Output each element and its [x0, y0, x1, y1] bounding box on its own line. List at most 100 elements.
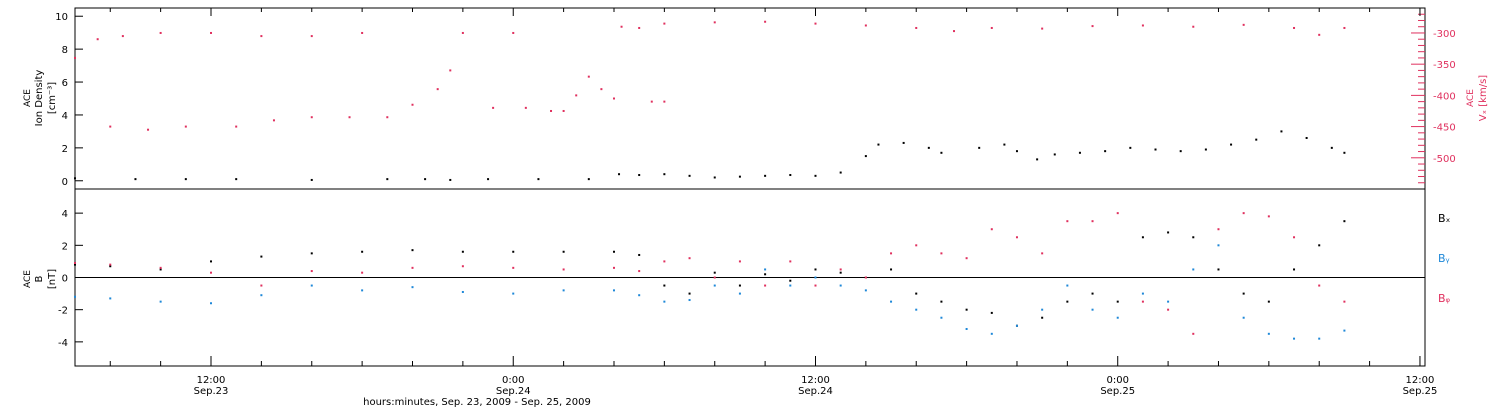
bz-point: [940, 252, 943, 255]
bx-point: [1293, 268, 1296, 271]
velocity-point: [436, 88, 439, 91]
density-point: [184, 178, 187, 181]
density-point: [789, 174, 792, 177]
bz-point: [1091, 220, 1094, 223]
y-tick-label-left: 8: [62, 45, 68, 56]
density-point: [688, 174, 691, 177]
x-tick-label-date: Sep.23: [194, 386, 229, 397]
velocity-point: [272, 119, 275, 122]
bz-point: [260, 284, 263, 287]
b-axis-label-name: B: [34, 275, 45, 282]
by-point: [1066, 284, 1069, 287]
density-point: [1053, 153, 1056, 156]
bz-point: [159, 266, 162, 269]
bz-point: [663, 260, 666, 263]
velocity-point: [310, 35, 313, 38]
velocity-point: [449, 69, 452, 72]
velocity-point: [663, 22, 666, 25]
velocity-point: [915, 26, 918, 29]
velocity-point: [953, 30, 956, 33]
bz-point: [713, 276, 716, 279]
velocity-point: [575, 94, 578, 97]
bz-point: [1267, 215, 1270, 218]
y-tick-label-bottom: 0: [62, 274, 68, 285]
by-point: [864, 289, 867, 292]
panel-top-frame: [74, 7, 1426, 190]
velocity-point: [1091, 25, 1094, 28]
bx-point: [1343, 220, 1346, 223]
by-point: [839, 284, 842, 287]
density-point: [1015, 150, 1018, 153]
bz-point: [1293, 236, 1296, 239]
by-point: [562, 289, 565, 292]
density-point: [1330, 146, 1333, 149]
bx-point: [1041, 316, 1044, 319]
bz-point: [512, 266, 515, 269]
velocity-point: [524, 106, 527, 109]
bx-point: [738, 284, 741, 287]
bx-point: [1242, 292, 1245, 295]
velocity-point: [1141, 24, 1144, 27]
by-point: [789, 284, 792, 287]
density-axis-label-unit: [cm⁻³]: [47, 82, 58, 114]
density-point: [424, 178, 427, 181]
bx-point: [915, 292, 918, 295]
bx-point: [965, 308, 968, 311]
density-point: [1305, 136, 1308, 139]
bx-point: [1141, 236, 1144, 239]
density-axis-label-ace: ACE: [23, 89, 33, 107]
by-point: [1217, 244, 1220, 247]
bx-point: [814, 268, 817, 271]
bx-point: [562, 250, 565, 253]
velocity-point: [348, 116, 351, 119]
y-tick-label-bottom: -4: [58, 338, 68, 349]
density-point: [927, 146, 930, 149]
density-point: [877, 143, 880, 146]
y-tick-label-left: 2: [62, 144, 68, 155]
x-tick-label-time: 12:00: [1406, 375, 1435, 386]
x-tick-label-date: Sep.25: [1403, 386, 1438, 397]
bz-point: [562, 268, 565, 271]
y-tick-label-bottom: 4: [62, 209, 68, 220]
bz-point: [1015, 236, 1018, 239]
y-tick-label-bottom: 2: [62, 241, 68, 252]
density-point: [1078, 151, 1081, 154]
velocity-point: [1192, 25, 1195, 28]
bx-point: [990, 311, 993, 314]
bx-point: [260, 255, 263, 258]
bz-point: [74, 262, 76, 265]
x-tick-label-time: 12:00: [197, 375, 226, 386]
density-point: [738, 175, 741, 178]
bx-point: [638, 253, 641, 256]
bx-point: [1167, 231, 1170, 234]
velocity-point: [650, 100, 653, 103]
velocity-point: [461, 31, 464, 34]
bx-point: [210, 260, 213, 263]
x-tick-label-time: 12:00: [801, 375, 830, 386]
by-point: [738, 292, 741, 295]
x-tick-label-time: 0:00: [1106, 375, 1128, 386]
by-point: [1242, 316, 1245, 319]
density-point: [1343, 151, 1346, 154]
by-point: [1116, 316, 1119, 319]
legend-0: Bₓ: [1438, 212, 1451, 225]
velocity-point: [814, 22, 817, 25]
by-point: [1267, 332, 1270, 335]
bz-point: [1343, 300, 1346, 303]
by-point: [915, 308, 918, 311]
velocity-point: [411, 103, 414, 106]
bz-point: [109, 263, 112, 266]
velocity-point: [587, 75, 590, 78]
bx-point: [839, 271, 842, 274]
density-point: [386, 178, 389, 181]
y-tick-label-bottom: -2: [58, 306, 68, 317]
velocity-point: [713, 21, 716, 24]
bz-point: [864, 276, 867, 279]
density-point: [1179, 150, 1182, 153]
velocity-point: [492, 106, 495, 109]
density-point: [310, 178, 313, 181]
bz-point: [1041, 252, 1044, 255]
velocity-point: [310, 116, 313, 119]
bx-point: [1066, 300, 1069, 303]
by-point: [1141, 292, 1144, 295]
